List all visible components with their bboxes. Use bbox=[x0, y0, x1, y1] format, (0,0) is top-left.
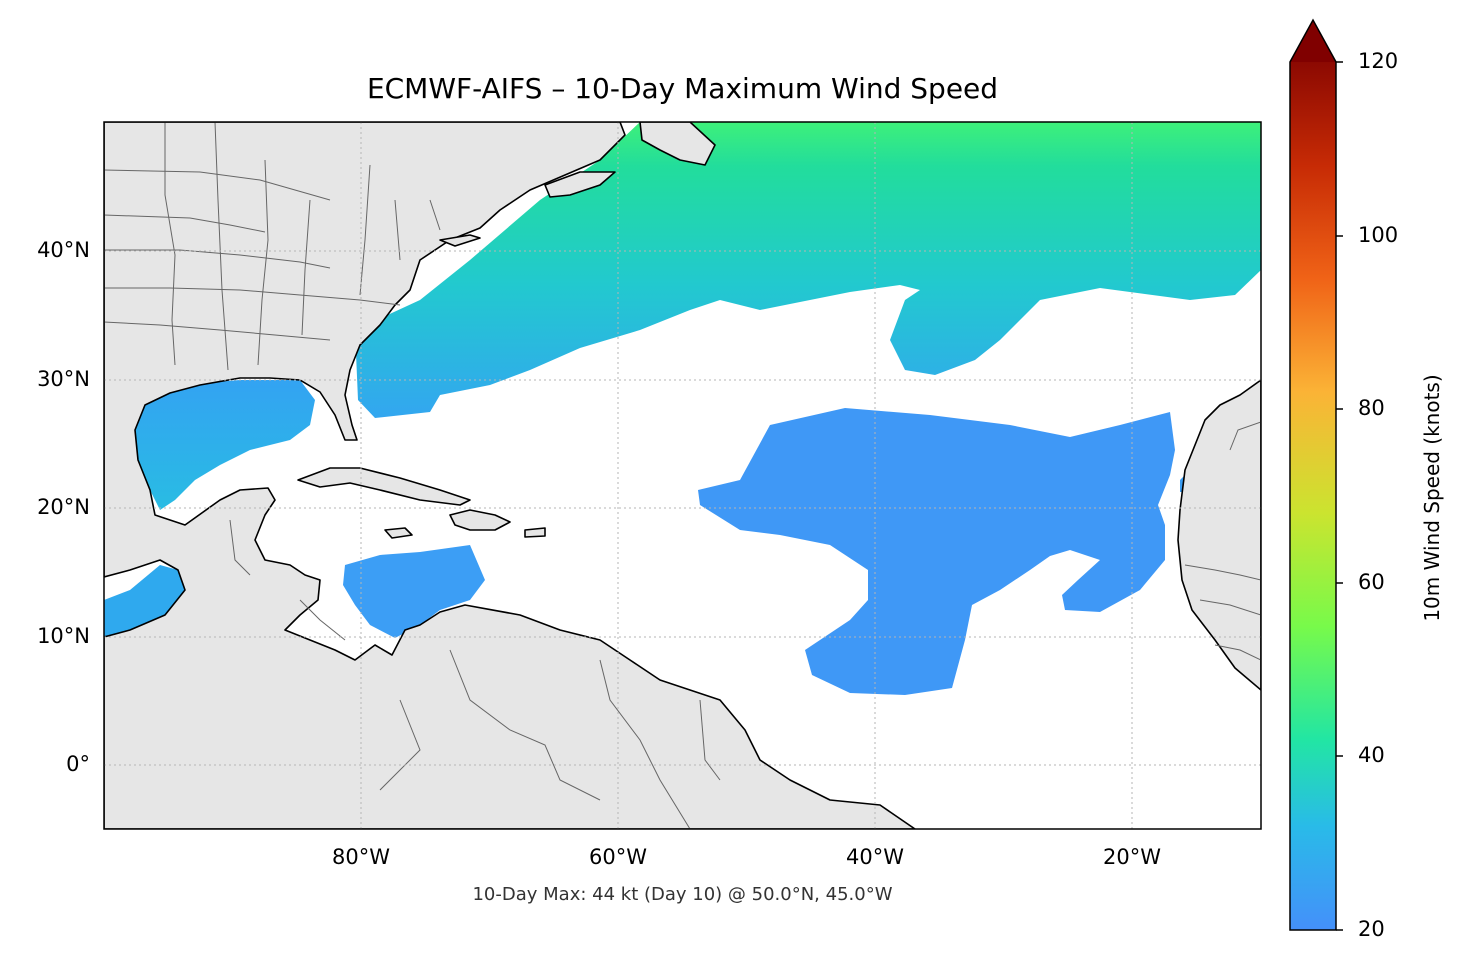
political-borders bbox=[104, 122, 1261, 829]
lat-label-20n: 20°N bbox=[37, 495, 90, 519]
wind-region-north-atlantic bbox=[355, 122, 1261, 418]
lat-label-40n: 40°N bbox=[37, 238, 90, 262]
colorbar-extend-arrow bbox=[1290, 20, 1336, 62]
lon-label-60w: 60°W bbox=[589, 845, 647, 869]
colorbar-tick-80: 80 bbox=[1358, 396, 1385, 420]
colorbar-tick-60: 60 bbox=[1358, 570, 1385, 594]
colorbar-tick-120: 120 bbox=[1358, 49, 1399, 73]
max-wind-footer: 10-Day Max: 44 kt (Day 10) @ 50.0°N, 45.… bbox=[472, 884, 893, 905]
wind-region-gulf-of-mexico bbox=[135, 380, 315, 510]
wind-region-caribbean bbox=[343, 545, 485, 638]
land-north-america bbox=[104, 122, 916, 829]
wind-region-central-atlantic bbox=[698, 408, 1175, 695]
wind-region-eastern-pacific bbox=[104, 565, 185, 637]
lat-label-30n: 30°N bbox=[37, 367, 90, 391]
map-frame bbox=[103, 121, 1262, 830]
land-cuba bbox=[297, 467, 471, 506]
colorbar-tick-20: 20 bbox=[1358, 917, 1385, 941]
land-nova-scotia bbox=[544, 171, 616, 198]
colorbar-gradient bbox=[1290, 62, 1336, 930]
colorbar-tick-100: 100 bbox=[1358, 223, 1399, 247]
land-hispaniola bbox=[449, 509, 511, 531]
land-newfoundland bbox=[639, 122, 716, 166]
lat-label-10n: 10°N bbox=[37, 624, 90, 648]
land-jamaica bbox=[384, 527, 413, 539]
lon-label-20w: 20°W bbox=[1103, 845, 1161, 869]
land-puerto-rico bbox=[524, 527, 546, 538]
map-title: ECMWF-AIFS – 10-Day Maximum Wind Speed bbox=[366, 72, 999, 105]
colorbar-frame bbox=[1289, 18, 1337, 931]
lat-label-0: 0° bbox=[66, 752, 90, 776]
colorbar bbox=[1289, 18, 1343, 931]
lon-label-40w: 40°W bbox=[846, 845, 904, 869]
land-long-island bbox=[439, 234, 481, 247]
colorbar-tick-40: 40 bbox=[1358, 743, 1385, 767]
colorbar-label: 10m Wind Speed (knots) bbox=[1420, 374, 1444, 622]
colorbar-ticks bbox=[1336, 61, 1343, 931]
lon-label-80w: 80°W bbox=[332, 845, 390, 869]
land-africa bbox=[1177, 379, 1261, 691]
land bbox=[104, 122, 1261, 829]
